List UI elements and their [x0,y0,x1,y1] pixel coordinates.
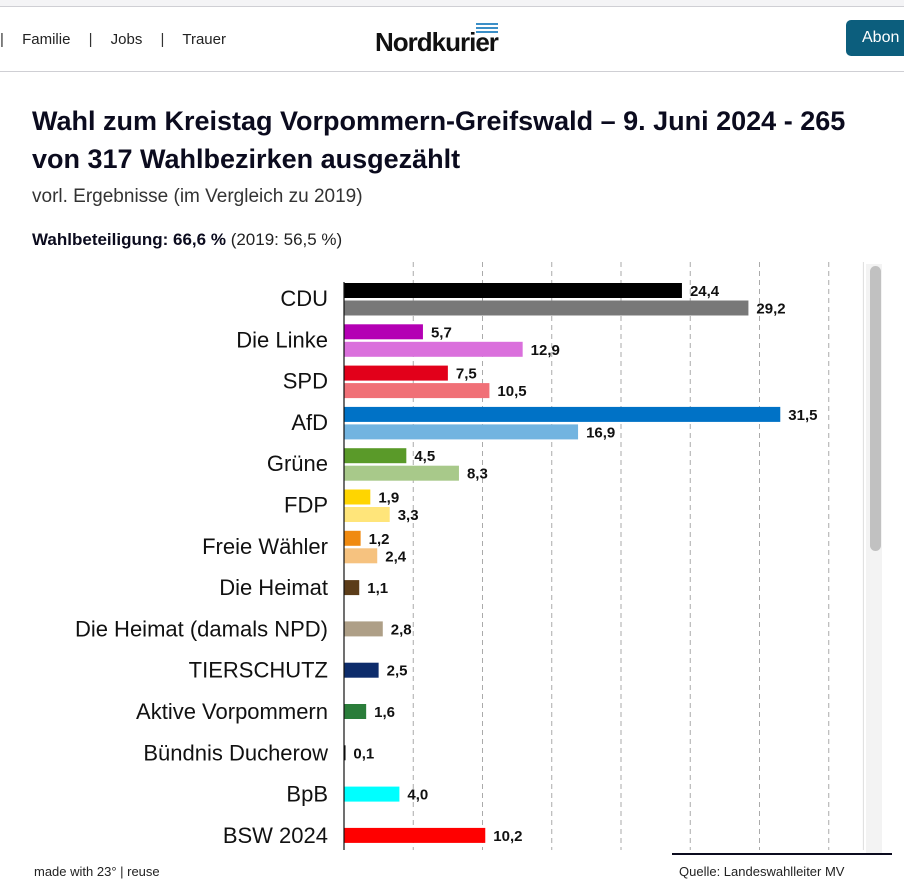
party-label: BpB [286,782,328,807]
value-label: 1,2 [369,531,390,548]
value-label: 1,6 [374,704,395,721]
logo-waves-icon [476,23,498,33]
value-label: 4,0 [407,787,428,804]
site-header: | Familie | Jobs | Trauer Nordkurier Abo… [0,7,904,72]
nav-separator: | [0,31,4,48]
nav-links: | Familie | Jobs | Trauer [0,31,240,48]
party-label: AfD [291,410,328,435]
value-label: 16,9 [586,424,615,441]
bar [344,704,367,719]
bar [344,465,459,481]
value-label: 12,9 [531,342,560,359]
value-label: 0,1 [353,745,374,762]
bar [344,365,448,381]
party-label: Freie Wähler [202,534,328,559]
turnout: Wahlbeteiligung: 66,6 % (2019: 56,5 %) [32,230,342,250]
party-label: CDU [280,286,328,311]
bar [344,621,383,637]
value-label: 7,5 [456,366,477,383]
nav-separator: | [160,31,165,48]
bar [344,324,423,340]
party-label: Grüne [267,451,328,476]
party-label: Die Heimat (damals NPD) [75,616,328,641]
value-label: 31,5 [788,407,817,424]
source-divider [672,853,892,855]
value-label: 2,5 [387,663,408,680]
bar [344,341,523,357]
value-label: 29,2 [756,301,785,318]
nav-link-jobs[interactable]: Jobs [110,31,143,48]
party-label: SPD [283,369,328,394]
value-label: 1,9 [378,490,399,507]
party-label: Die Linke [236,327,328,352]
source-note: Quelle: Landeswahlleiter MV [679,864,845,879]
bar [344,827,486,843]
bar [344,489,371,505]
bar [344,448,407,464]
turnout-previous: (2019: 56,5 %) [230,230,343,249]
chart-title: Wahl zum Kreistag Vorpommern-Greifswald … [32,106,846,174]
bar [344,406,781,422]
value-label: 5,7 [431,324,452,341]
value-label: 3,3 [398,507,419,524]
bar [344,662,379,678]
value-label: 8,3 [467,466,488,483]
party-label: Aktive Vorpommern [136,699,328,724]
made-with-link[interactable]: made with 23° | reuse [34,864,160,879]
abo-button[interactable]: Abon [846,20,904,56]
bar [344,530,361,546]
party-label: Die Heimat [219,575,328,600]
value-label: 2,8 [391,621,412,638]
scrollbar-thumb[interactable] [870,266,881,551]
turnout-value: Wahlbeteiligung: 66,6 % [32,230,226,249]
party-label: BSW 2024 [223,823,328,848]
bar [344,548,378,564]
nav-link-trauer[interactable]: Trauer [182,31,226,48]
party-label: Bündnis Ducherow [143,740,328,765]
value-label: 4,5 [414,448,435,465]
party-label: TIERSCHUTZ [189,658,328,683]
bar [344,283,682,298]
bar [344,580,360,596]
chart-subtitle: vorl. Ergebnisse (im Vergleich zu 2019) [32,186,363,207]
value-label: 10,2 [493,828,522,845]
party-label: FDP [284,493,328,518]
bar [344,424,579,440]
bar [344,786,400,802]
bar [344,745,346,761]
bar [344,300,749,316]
value-label: 2,4 [385,548,407,565]
nav-link-familie[interactable]: Familie [22,31,71,48]
value-label: 1,1 [367,580,388,597]
value-label: 24,4 [690,283,720,300]
browser-strip [0,0,904,7]
bar [344,383,490,399]
bar-chart: CDU 24,4 29,2 Die Linke 5,7 12,9 SPD 7,5 10,5 AfD… [75,262,864,850]
nav-separator: | [88,31,93,48]
value-label: 10,5 [497,383,526,400]
bar [344,507,390,522]
